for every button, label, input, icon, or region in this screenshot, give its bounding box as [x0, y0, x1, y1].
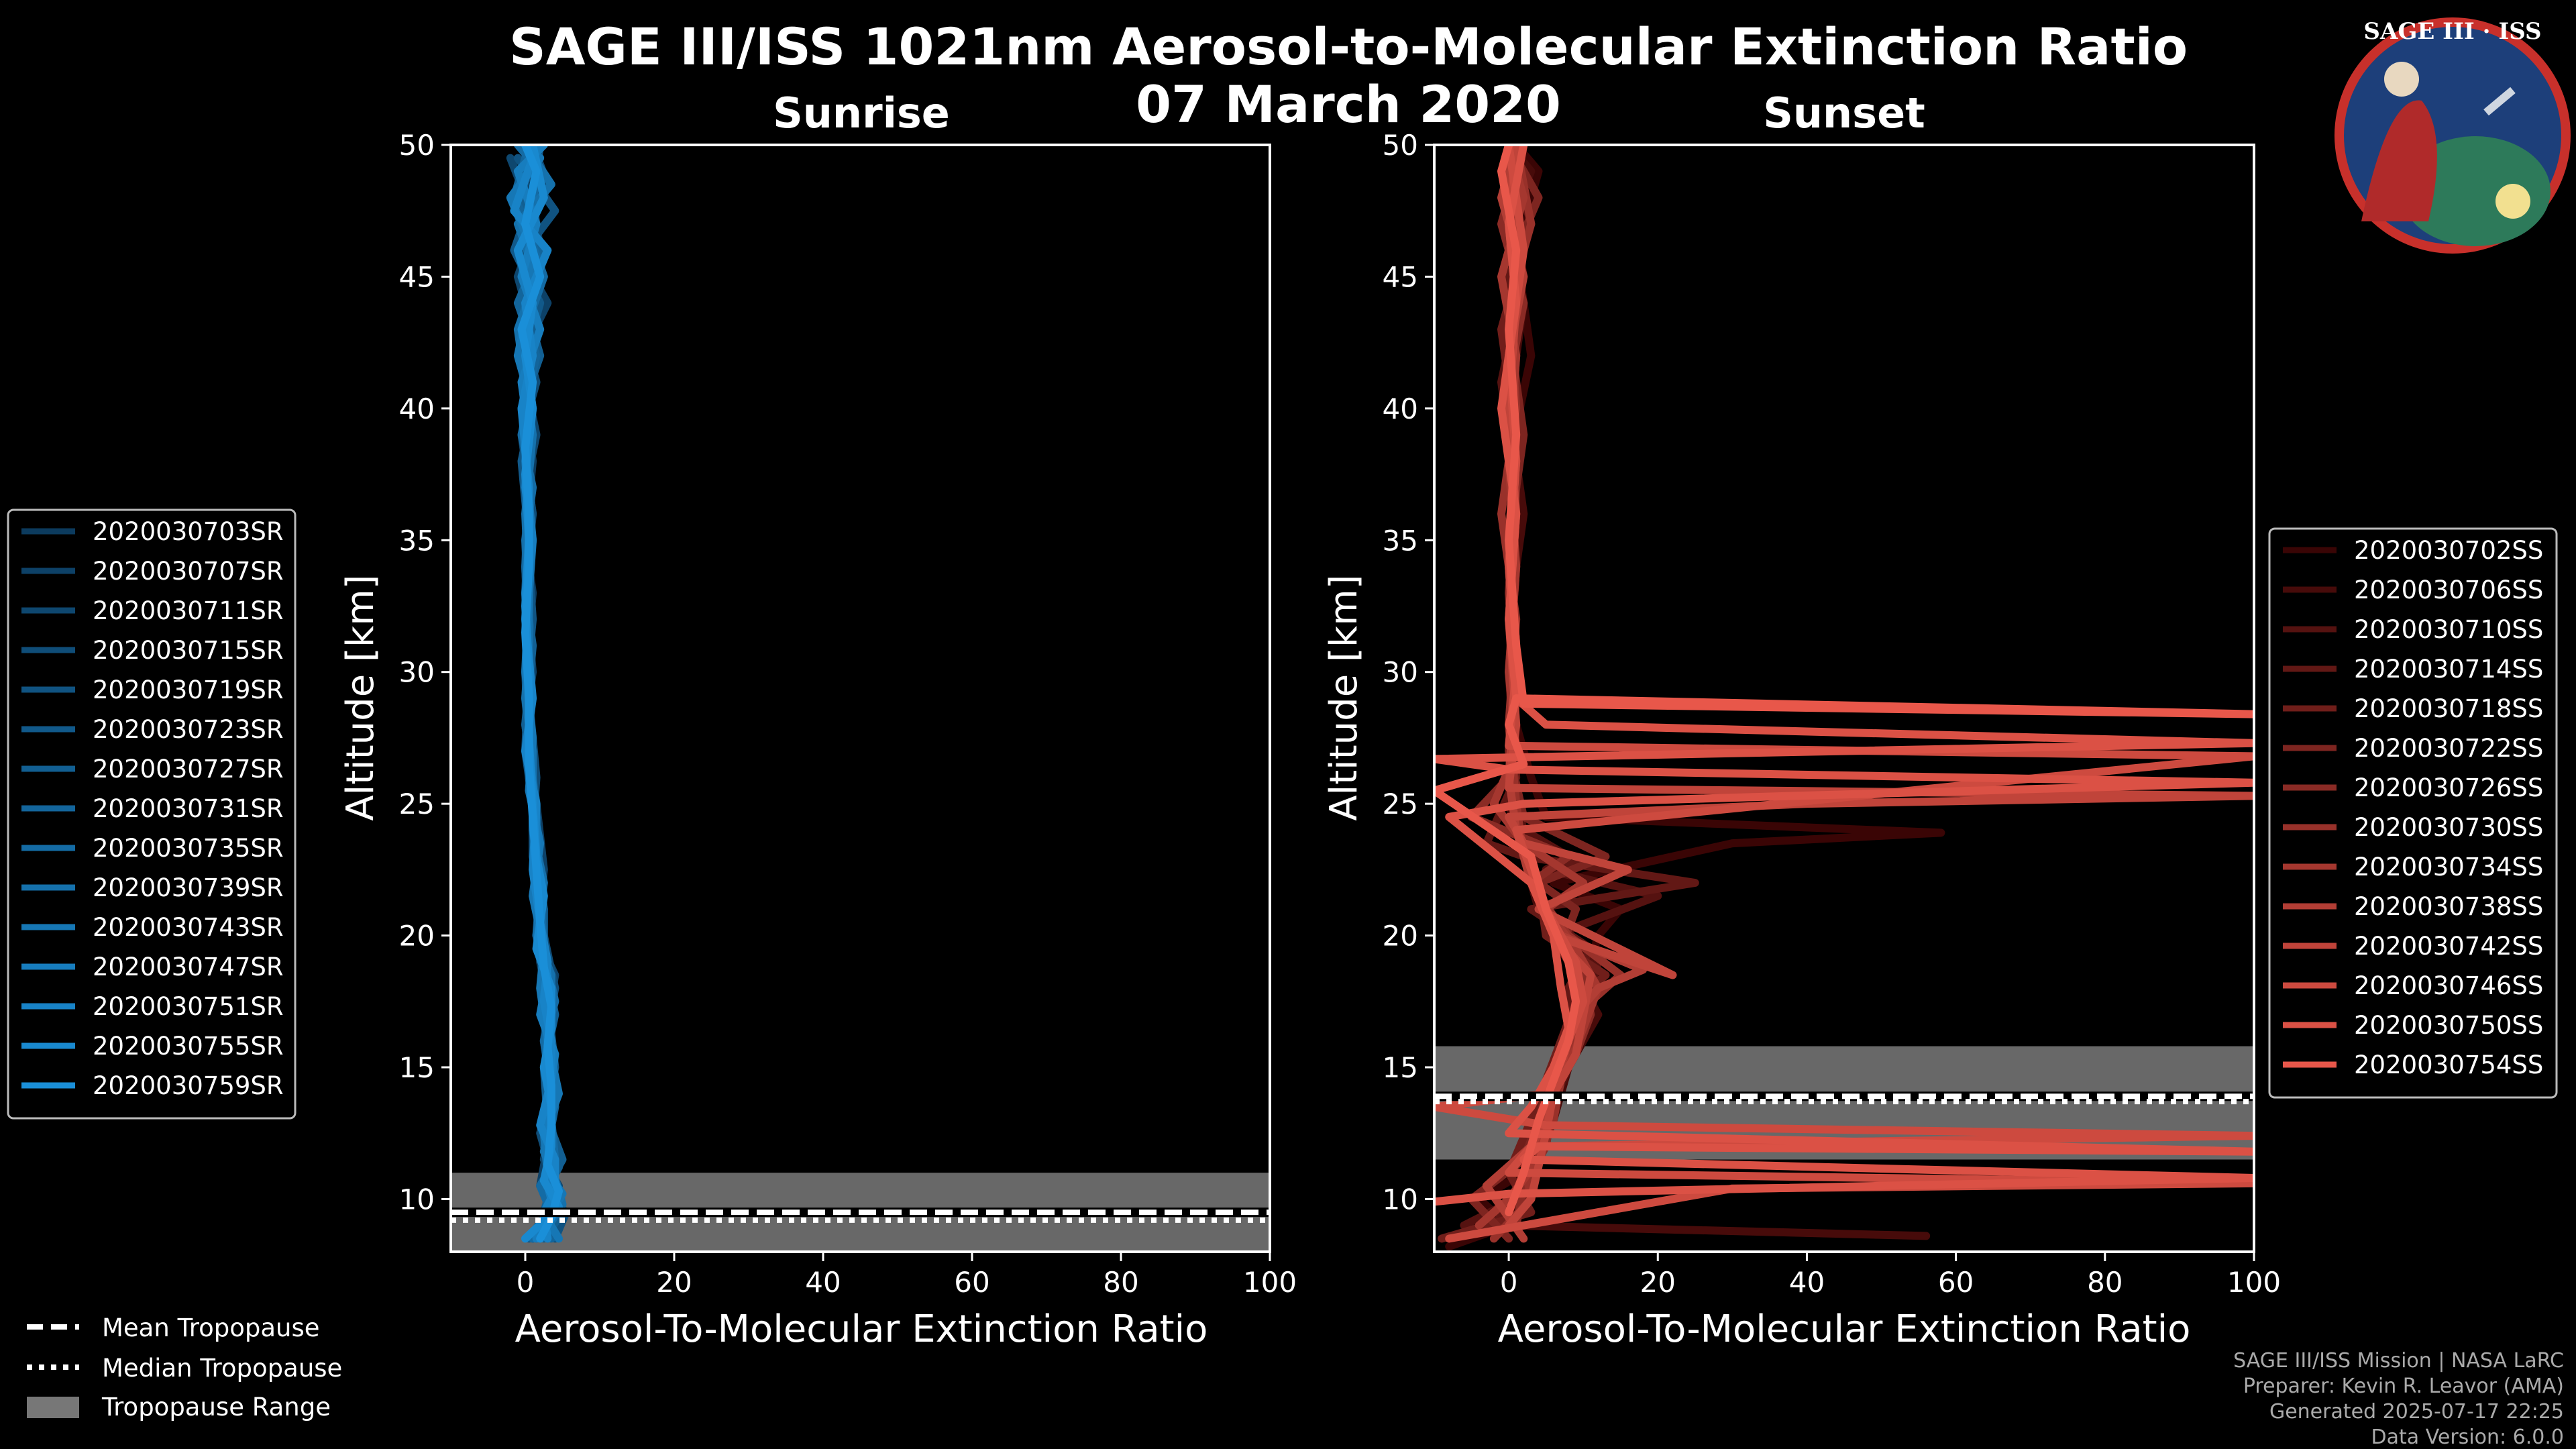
tropopause-legend: Mean Tropopause Median Tropopause Tropop… [27, 1313, 342, 1421]
legend-label-2020030731SR: 2020030731SR [93, 794, 284, 823]
legend-label-2020030742SS: 2020030742SS [2354, 932, 2543, 961]
legend-label-2020030739SR: 2020030739SR [93, 873, 284, 902]
legend-label-2020030718SS: 2020030718SS [2354, 694, 2543, 723]
sage-iii-iss-mission-logo: SAGE III · ISS [2334, 17, 2571, 254]
footer-data-version: Data Version: 6.0.0 [2371, 1426, 2564, 1449]
sunrise-y-axis-label: Altitude [km] [339, 574, 382, 820]
iss-satellite-icon [2483, 87, 2516, 116]
sunrise-y-tick-label: 35 [399, 524, 435, 557]
sunset-axes-frame [1433, 144, 2255, 1253]
median-tropopause-label: Median Tropopause [102, 1354, 342, 1383]
legend-label-2020030726SS: 2020030726SS [2354, 773, 2543, 802]
sunrise-panel-title: Sunrise [773, 89, 950, 138]
legend-label-2020030706SS: 2020030706SS [2354, 576, 2543, 604]
sun-icon [2496, 184, 2530, 219]
mean-tropopause-label: Mean Tropopause [102, 1313, 320, 1342]
tropopause-range-swatch [27, 1397, 79, 1418]
footer: SAGE III/ISS Mission | NASA LaRC Prepare… [2233, 1349, 2564, 1449]
sunrise-y-tick-label: 25 [399, 788, 435, 820]
sunrise-y-tick-label: 15 [399, 1051, 435, 1084]
sunset-legend: 2020030702SS 2020030706SS 2020030710SS 2020… [2268, 527, 2558, 1099]
legend-label-2020030727SR: 2020030727SR [93, 755, 284, 784]
legend-label-2020030750SS: 2020030750SS [2354, 1011, 2543, 1040]
sunrise-x-tick-label: 80 [1103, 1266, 1138, 1299]
sunrise-legend: 2020030703SR 2020030707SR 2020030711SR 2020… [7, 508, 297, 1120]
legend-label-2020030743SR: 2020030743SR [93, 913, 284, 942]
legend-label-2020030722SS: 2020030722SS [2354, 734, 2543, 763]
chart-date: 07 March 2020 [1136, 74, 1561, 134]
sunset-y-tick-label: 50 [1383, 129, 1418, 162]
footer-mission: SAGE III/ISS Mission | NASA LaRC [2233, 1349, 2564, 1373]
legend-label-2020030746SS: 2020030746SS [2354, 971, 2543, 1000]
sunrise-x-axis-label: Aerosol-To-Molecular Extinction Ratio [515, 1307, 1208, 1351]
moon-icon [2384, 62, 2419, 97]
sunrise-x-tick-label: 40 [805, 1266, 841, 1299]
legend-label-2020030723SR: 2020030723SR [93, 715, 284, 744]
sunset-y-tick-label: 10 [1383, 1183, 1418, 1216]
sunrise-x-tick-label: 100 [1243, 1266, 1297, 1299]
sunset-x-tick-label: 60 [1938, 1266, 1974, 1299]
sunset-x-tick-label: 20 [1640, 1266, 1676, 1299]
sunset-x-tick-label: 0 [1500, 1266, 1518, 1299]
sunset-panel-title: Sunset [1763, 89, 1925, 138]
legend-label-2020030735SR: 2020030735SR [93, 834, 284, 863]
sunrise-y-tick-label: 30 [399, 656, 435, 689]
sunset-panel: 0 20 40 60 80 100 10 15 20 25 30 35 40 45 50 [1383, 129, 2282, 1299]
tropopause-range-label: Tropopause Range [101, 1393, 331, 1421]
sunrise-x-tick-label: 0 [517, 1266, 535, 1299]
sunrise-legend-box [7, 508, 297, 1120]
legend-label-2020030730SS: 2020030730SS [2354, 813, 2543, 842]
sunrise-y-tick-label: 45 [399, 260, 435, 293]
sunset-legend-box [2268, 527, 2558, 1099]
legend-label-2020030703SR: 2020030703SR [93, 517, 284, 546]
sunrise-y-tick-label: 10 [399, 1183, 435, 1216]
logo-text: SAGE III · ISS [2363, 18, 2541, 45]
footer-preparer: Preparer: Kevin R. Leavor (AMA) [2243, 1375, 2564, 1398]
legend-label-2020030714SS: 2020030714SS [2354, 655, 2543, 684]
legend-label-2020030754SS: 2020030754SS [2354, 1051, 2543, 1079]
legend-label-2020030702SS: 2020030702SS [2354, 536, 2543, 565]
legend-label-2020030755SR: 2020030755SR [93, 1032, 284, 1061]
sunrise-panel: 0 20 40 60 80 100 10 15 20 25 30 35 40 45 50 [399, 129, 1297, 1299]
profile-line-2020030759SR [517, 145, 563, 1243]
sunset-y-tick-label: 20 [1383, 920, 1418, 953]
sunrise-plot-area [451, 145, 1270, 1252]
sunrise-y-tick-label: 50 [399, 129, 435, 162]
profile-line-2020030750SS [1434, 145, 2254, 1206]
sunrise-y-tick-label: 40 [399, 392, 435, 425]
legend-label-2020030715SR: 2020030715SR [93, 636, 284, 665]
sunrise-x-tick-label: 60 [954, 1266, 989, 1299]
legend-label-2020030734SS: 2020030734SS [2354, 853, 2543, 881]
sunset-y-tick-label: 15 [1383, 1051, 1418, 1084]
legend-label-2020030759SR: 2020030759SR [93, 1071, 284, 1100]
sunset-plot-area [1434, 145, 2254, 1251]
chart-title: SAGE III/ISS 1021nm Aerosol-to-Molecular… [509, 17, 2188, 76]
legend-label-2020030719SR: 2020030719SR [93, 676, 284, 704]
footer-generated: Generated 2025-07-17 22:25 [2269, 1400, 2564, 1424]
sunset-x-tick-label: 40 [1789, 1266, 1825, 1299]
legend-label-2020030707SR: 2020030707SR [93, 557, 284, 586]
sunrise-x-tick-label: 20 [656, 1266, 692, 1299]
wizard-figure-icon [2361, 100, 2437, 221]
sunrise-y-tick-label: 20 [399, 920, 435, 953]
legend-label-2020030738SS: 2020030738SS [2354, 892, 2543, 921]
sunset-y-tick-label: 45 [1383, 260, 1418, 293]
legend-label-2020030711SR: 2020030711SR [93, 596, 284, 625]
sunset-x-tick-label: 100 [2227, 1266, 2281, 1299]
sunset-y-tick-label: 40 [1383, 392, 1418, 425]
sunset-y-tick-label: 30 [1383, 656, 1418, 689]
legend-label-2020030710SS: 2020030710SS [2354, 615, 2543, 644]
profile-line-2020030754SS [1434, 145, 2254, 1217]
sunset-x-axis-label: Aerosol-To-Molecular Extinction Ratio [1498, 1307, 2191, 1351]
sunset-y-tick-label: 35 [1383, 524, 1418, 557]
sunset-x-tick-label: 80 [2087, 1266, 2123, 1299]
sunset-y-tick-label: 25 [1383, 788, 1418, 820]
legend-label-2020030747SR: 2020030747SR [93, 953, 284, 981]
sunset-y-axis-label: Altitude [km] [1322, 574, 1366, 820]
sunrise-axes-frame [449, 144, 1271, 1253]
legend-label-2020030751SR: 2020030751SR [93, 992, 284, 1021]
